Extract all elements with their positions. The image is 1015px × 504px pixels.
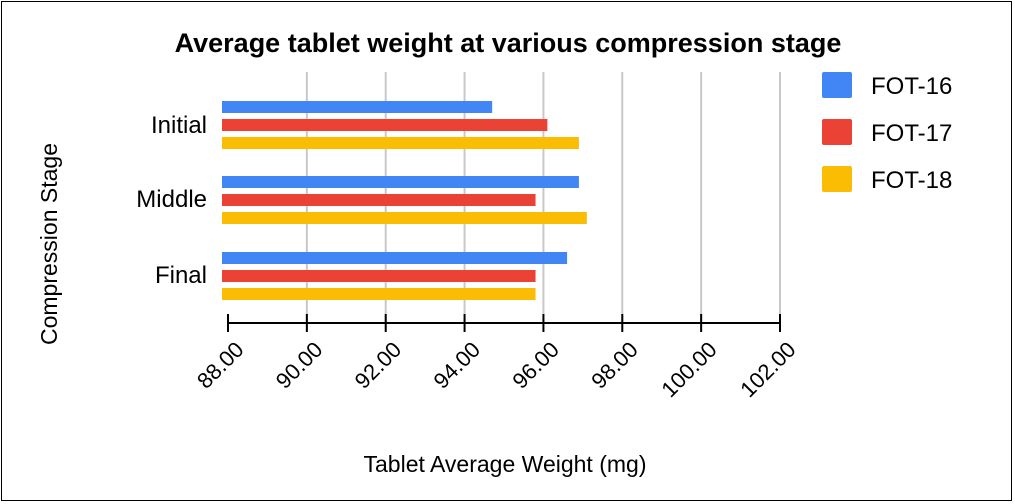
x-tick-label: 94.00 (428, 337, 485, 394)
bar (222, 270, 536, 282)
bar (222, 194, 536, 206)
legend-swatch (822, 72, 852, 98)
legend: FOT-16 FOT-17 FOT-18 (822, 72, 952, 194)
bar (222, 288, 536, 300)
y-tick-label: Final (155, 262, 207, 289)
x-tick-label: 102.00 (735, 337, 800, 402)
y-axis: Initial Middle Final (136, 112, 207, 289)
x-axis: 88.00 90.00 92.00 94.00 96.00 98.00 100.00 102.… (192, 314, 801, 402)
chart-title: Average tablet weight at various compres… (175, 28, 842, 58)
legend-label: FOT-16 (871, 73, 952, 100)
x-axis-label: Tablet Average Weight (mg) (364, 451, 647, 477)
legend-swatch (822, 119, 852, 145)
x-tick-label: 90.00 (271, 337, 328, 394)
bar (222, 176, 579, 188)
x-tick-label: 96.00 (507, 337, 564, 394)
bar (222, 119, 548, 131)
bar (222, 212, 587, 224)
legend-swatch (822, 166, 852, 192)
bar (222, 252, 568, 264)
bars (222, 101, 587, 300)
bar (222, 137, 579, 149)
x-tick-label: 100.00 (656, 337, 721, 402)
y-tick-label: Initial (151, 112, 207, 139)
legend-label: FOT-18 (871, 167, 952, 194)
x-tick-label: 98.00 (586, 337, 643, 394)
y-axis-label: Compression Stage (36, 143, 62, 345)
y-tick-label: Middle (136, 186, 207, 213)
bar (222, 101, 493, 113)
legend-label: FOT-17 (871, 120, 952, 147)
x-tick-label: 88.00 (192, 337, 249, 394)
x-tick-label: 92.00 (350, 337, 407, 394)
